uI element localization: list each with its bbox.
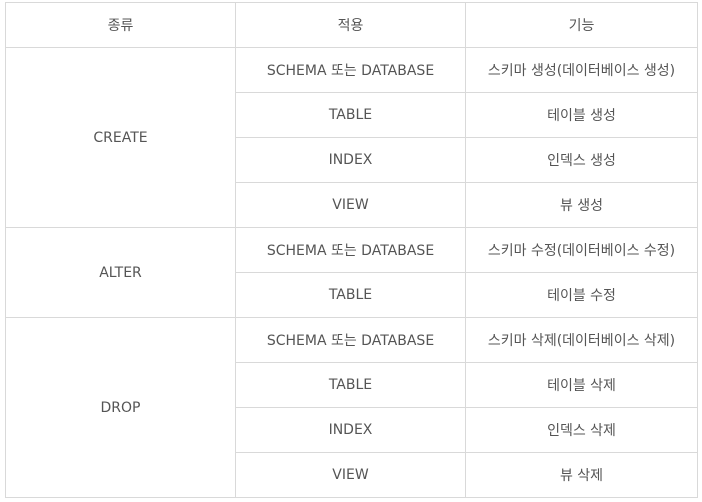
kind-cell-drop: DROP [5,317,236,498]
target-cell: INDEX [235,137,466,183]
function-cell: 스키마 생성(데이터베이스 생성) [465,47,698,93]
ddl-commands-table: 종류 적용 기능 CREATE SCHEMA 또는 DATABASE 스키마 생… [5,2,698,498]
target-cell: SCHEMA 또는 DATABASE [235,47,466,93]
function-cell: 인덱스 생성 [465,137,698,183]
function-cell: 인덱스 삭제 [465,407,698,453]
function-cell: 테이블 수정 [465,272,698,318]
table-row: INDEX 인덱스 삭제 [6,407,698,453]
kind-cell-alter: ALTER [5,227,236,318]
header-kind: 종류 [5,2,236,48]
table-row: ALTER SCHEMA 또는 DATABASE 스키마 수정(데이터베이스 수… [5,227,698,318]
target-cell: TABLE [235,272,466,318]
header-target: 적용 [235,2,466,48]
table-row: TABLE 테이블 수정 [6,272,698,318]
target-cell: INDEX [235,407,466,453]
header-function: 기능 [465,2,698,48]
function-cell: 뷰 삭제 [465,452,698,498]
target-cell: SCHEMA 또는 DATABASE [235,227,466,273]
table-row: TABLE 테이블 생성 [6,92,698,138]
table-row: CREATE SCHEMA 또는 DATABASE 스키마 생성(데이터베이스 … [5,47,698,228]
table-header-row: 종류 적용 기능 [5,2,698,48]
table-row: DROP SCHEMA 또는 DATABASE 스키마 삭제(데이터베이스 삭제… [5,317,698,498]
target-cell: SCHEMA 또는 DATABASE [235,317,466,363]
function-cell: 뷰 생성 [465,182,698,228]
table-row: TABLE 테이블 삭제 [6,362,698,408]
kind-cell-create: CREATE [5,47,236,228]
table-row: VIEW 뷰 생성 [6,182,698,228]
function-cell: 스키마 수정(데이터베이스 수정) [465,227,698,273]
function-cell: 테이블 삭제 [465,362,698,408]
target-cell: VIEW [235,182,466,228]
target-cell: TABLE [235,92,466,138]
target-cell: VIEW [235,452,466,498]
function-cell: 테이블 생성 [465,92,698,138]
table-row: INDEX 인덱스 생성 [6,137,698,183]
ddl-table-container: 종류 적용 기능 CREATE SCHEMA 또는 DATABASE 스키마 생… [5,2,698,498]
function-cell: 스키마 삭제(데이터베이스 삭제) [465,317,698,363]
target-cell: TABLE [235,362,466,408]
table-row: VIEW 뷰 삭제 [6,452,698,498]
